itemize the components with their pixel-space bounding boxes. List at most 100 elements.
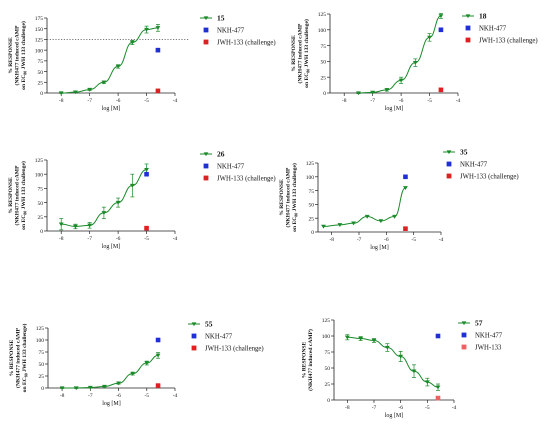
x-tick-label: -5 <box>144 393 149 399</box>
legend-label: JWH-133 (challenge) <box>217 40 276 47</box>
nkh-477-point <box>403 174 408 180</box>
legend-marker <box>203 39 209 45</box>
data-point <box>424 380 430 385</box>
fit-curve <box>323 187 406 227</box>
x-tick-label: -4 <box>173 393 178 399</box>
y-tick-label: 175 <box>35 16 44 22</box>
legend: 57 NKH-477 JWH-133 <box>458 319 503 352</box>
legend-label: JWH-133 (challenge) <box>460 174 519 181</box>
y-tick-label: 125 <box>36 326 45 332</box>
x-tick-label: -8 <box>329 237 334 243</box>
y-tick-label: 125 <box>35 38 44 44</box>
data-point <box>130 371 136 376</box>
data-point <box>155 353 161 358</box>
data-point <box>129 40 135 45</box>
data-point <box>384 345 390 350</box>
data-point <box>144 361 150 366</box>
legend: 15 NKH-477 JWH-133 (challenge) <box>200 14 276 47</box>
nkh-477-point <box>155 337 161 343</box>
x-axis-label: log [M] <box>370 245 389 251</box>
y-axis-label: (NKH477 induced cAMP) <box>307 329 314 391</box>
y-tick-label: 50 <box>38 201 44 207</box>
data-point <box>370 90 376 95</box>
y-tick-label: 100 <box>306 175 315 181</box>
y-axis-label: on EC80 JWH 133 challenge) <box>20 21 28 90</box>
y-axis-label: % RESPONSE <box>279 179 285 216</box>
x-tick-label: -6 <box>398 405 403 411</box>
jwh-133-point <box>155 88 161 94</box>
legend-marker <box>191 345 197 351</box>
y-tick-label: 75 <box>321 44 327 50</box>
legend-label: NKH-477 <box>217 28 245 35</box>
legend: 26 NKH-477 JWH-133 (challenge) <box>200 150 276 183</box>
y-tick-label: 25 <box>38 215 44 221</box>
data-point <box>129 183 135 188</box>
legend-label: JWH-133 <box>475 345 502 352</box>
x-tick-label: -6 <box>116 236 121 242</box>
y-axis-label: (NKH477 induced cAMP <box>14 25 21 86</box>
y-tick-label: 0 <box>41 386 44 392</box>
data-point <box>73 224 78 229</box>
legend-label: NKH-477 <box>217 164 245 171</box>
y-tick-label: 75 <box>325 350 331 356</box>
data-point <box>398 78 404 83</box>
legend-label: NKH-477 <box>205 334 233 341</box>
legend-marker <box>203 175 209 181</box>
y-tick-label: 50 <box>325 366 331 372</box>
y-axis-label: % RESPONSE <box>291 35 297 72</box>
jwh-133-point <box>403 226 408 231</box>
y-tick-label: 75 <box>38 59 44 65</box>
data-point <box>101 211 107 215</box>
y-tick-label: 125 <box>306 161 315 167</box>
x-tick-label: -7 <box>357 237 362 243</box>
legend-marker <box>191 322 197 327</box>
jwh-133-point <box>144 225 149 231</box>
data-point <box>371 338 377 343</box>
data-point <box>58 91 64 96</box>
legend-marker <box>461 321 467 326</box>
chart-panel-2: 0 25 50 75 100 125 -8 -7 -6 -5 -4 log [M] % RESPONSE… <box>291 12 538 113</box>
legend-label: NKH-477 <box>475 333 503 340</box>
nkh-477-point <box>438 27 444 33</box>
data-point <box>358 336 364 341</box>
data-point <box>59 386 65 391</box>
legend-marker <box>461 332 467 338</box>
y-axis-label: on EC80 JWH 133 challenge) <box>21 324 29 393</box>
y-tick-label: 25 <box>309 216 315 222</box>
y-axis-label: % RESPONSE <box>8 37 14 74</box>
y-axis-label: on EC80 JWH 133 challenge) <box>20 161 28 230</box>
data-point <box>364 214 370 219</box>
x-tick-label: -5 <box>144 98 149 104</box>
y-tick-label: 0 <box>40 229 43 235</box>
y-tick-label: 100 <box>35 172 44 178</box>
nkh-477-point <box>144 171 149 177</box>
legend-label: JWH-133 (challenge) <box>479 38 538 45</box>
chart-panel-3: 0 25 50 75 100 125 -8 -7 -6 -5 -4 log [M] % RESPONSE… <box>8 150 276 251</box>
x-tick-label: -7 <box>372 405 377 411</box>
legend-marker <box>446 173 452 179</box>
legend-marker <box>446 150 452 155</box>
x-axis-label: log [M] <box>385 413 404 419</box>
data-point <box>87 223 93 228</box>
fit-curve <box>347 336 439 388</box>
data-point <box>58 222 64 227</box>
data-point <box>337 223 343 227</box>
x-tick-label: -4 <box>456 98 461 104</box>
x-axis-label: log [M] <box>102 106 121 112</box>
legend-marker <box>465 25 471 31</box>
data-point <box>378 219 384 224</box>
y-tick-label: 25 <box>39 374 45 380</box>
data-point <box>384 88 390 92</box>
jwh-133-point <box>438 87 444 93</box>
x-tick-label: -8 <box>60 393 65 399</box>
data-point <box>392 214 397 219</box>
y-tick-label: 75 <box>309 189 315 195</box>
data-point <box>398 354 404 359</box>
data-point <box>73 386 79 391</box>
chart-panel-4: 0 25 50 75 100 125 -8 -7 -6 -5 -4 log [M] % RESPONSE… <box>279 148 519 252</box>
legend-marker <box>465 14 471 19</box>
y-tick-label: 125 <box>322 318 331 324</box>
legend-label: JWH-133 (challenge) <box>217 176 276 183</box>
x-tick-label: -6 <box>116 393 121 399</box>
